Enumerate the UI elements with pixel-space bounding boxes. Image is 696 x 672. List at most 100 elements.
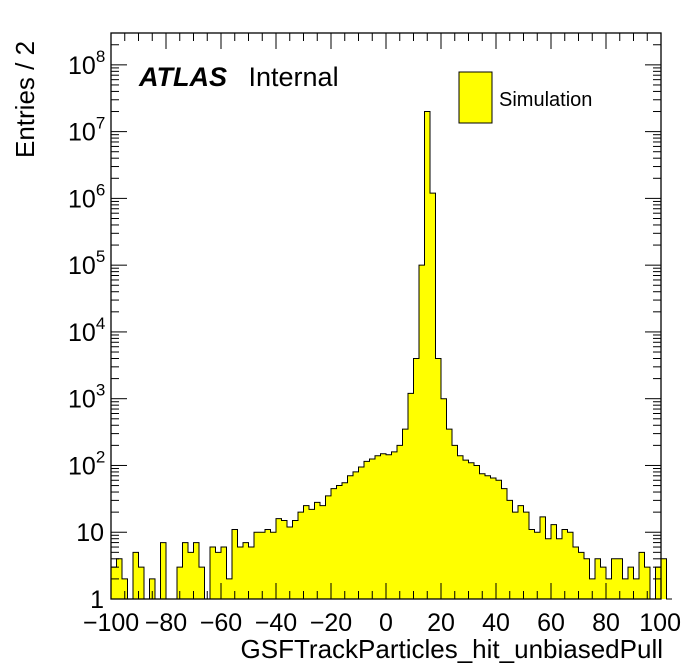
histogram-bin (215, 552, 222, 599)
histogram-bin (523, 512, 530, 599)
histogram-bin (303, 505, 310, 599)
histogram-bin (270, 532, 277, 599)
y-tick-label-base: 10 (68, 453, 96, 481)
histogram-bin (463, 460, 469, 599)
histogram-bin (578, 552, 585, 599)
histogram-bin (490, 477, 497, 599)
histogram-bars (111, 111, 667, 600)
x-tick-label: −60 (200, 609, 242, 637)
histogram-bin (655, 567, 662, 599)
x-tick-label: 100 (639, 609, 681, 637)
y-tick-label: 107 (68, 114, 105, 147)
legend-swatch (458, 71, 493, 124)
histogram-bin (628, 567, 634, 599)
y-tick-label: 106 (68, 180, 105, 213)
histogram-bin (479, 473, 486, 599)
histogram-bin (562, 529, 568, 599)
histogram-bin (424, 111, 431, 599)
y-tick-label-exponent: 4 (96, 314, 105, 333)
histogram-bin (309, 509, 315, 599)
histogram-bin (518, 505, 524, 599)
histogram-bin (573, 547, 579, 599)
histogram-bin (292, 520, 299, 599)
y-tick-label-base: 10 (68, 252, 96, 280)
histogram-bin (314, 502, 321, 599)
histogram-bin (644, 567, 651, 599)
y-tick-label-exponent: 6 (96, 180, 105, 199)
histogram-bin (501, 488, 508, 599)
histogram-bin (474, 465, 480, 599)
atlas-label: ATLAS Internal (138, 62, 339, 92)
y-tick-label-exponent: 5 (96, 247, 105, 266)
histogram-bin (457, 455, 464, 599)
y-tick-label-base: 10 (68, 52, 96, 80)
histogram-bin (534, 532, 541, 599)
histogram-bin (188, 552, 194, 599)
histogram-bin (248, 547, 255, 599)
x-tick-labels: −100 −80 −60 −40 −20 0 20 40 60 80 100 (83, 609, 681, 637)
histogram-bin (529, 529, 535, 599)
histogram-bin (116, 558, 123, 599)
histogram-bin (633, 578, 640, 599)
histogram-bin (617, 558, 623, 599)
histogram-bin (232, 529, 238, 599)
y-tick-label: 105 (68, 247, 105, 280)
histogram-bin (622, 578, 629, 599)
histogram-bin (276, 518, 282, 599)
y-tick-label: 1 (90, 586, 104, 614)
histogram-bin (468, 462, 475, 599)
y-tick-label: 108 (68, 47, 105, 80)
histogram-bin (496, 480, 502, 599)
y-axis-label: Entries / 2 (10, 41, 40, 158)
histogram-bin (441, 398, 447, 599)
histogram-bin (408, 393, 414, 599)
histogram-bin (243, 542, 249, 599)
x-tick-label: 0 (379, 609, 393, 637)
histogram-bin (331, 488, 337, 599)
legend-entry-simulation: Simulation (499, 89, 592, 111)
x-tick-label: −100 (83, 609, 139, 637)
histogram-bin (226, 578, 233, 599)
histogram-bin (419, 265, 425, 599)
histogram-bin (364, 461, 370, 599)
histogram-bin (177, 567, 183, 599)
histogram-bin (639, 552, 645, 599)
atlas-label-bold: ATLAS (138, 62, 227, 92)
histogram-bin (595, 558, 601, 599)
legend: Simulation (458, 71, 592, 124)
histogram-bin (342, 482, 348, 599)
histogram-bin (237, 547, 244, 599)
y-tick-label-exponent: 8 (96, 47, 105, 66)
histogram-bin (545, 538, 552, 599)
histogram-bin (512, 512, 519, 599)
histogram-bin (661, 558, 667, 599)
histogram-bin (193, 542, 200, 599)
histogram-bin (430, 193, 436, 600)
y-tick-label-exponent: 2 (96, 448, 105, 467)
x-tick-label: 60 (537, 609, 565, 637)
x-tick-label: 40 (482, 609, 510, 637)
histogram-bin (210, 547, 216, 599)
histogram-bin (567, 532, 574, 599)
histogram-bin (149, 578, 156, 599)
histogram-bin (122, 578, 128, 599)
histogram-bin (397, 445, 403, 599)
x-tick-label: −40 (255, 609, 297, 637)
histogram-bin (386, 454, 392, 599)
y-tick-label-base: 10 (68, 185, 96, 213)
y-tick-label: 102 (68, 448, 105, 481)
histogram-bin (435, 358, 442, 599)
y-tick-label: 103 (68, 381, 105, 414)
histogram-bin (358, 466, 365, 599)
y-tick-label-base: 10 (68, 319, 96, 347)
histogram-bin (111, 567, 117, 599)
x-tick-label: −80 (145, 609, 187, 637)
histogram-bin (347, 475, 354, 599)
histogram-bin (551, 524, 557, 599)
atlas-label-internal: Internal (249, 62, 339, 92)
histogram-bin (584, 558, 590, 599)
histogram-bin (413, 358, 420, 599)
axis-ticks (110, 32, 662, 600)
